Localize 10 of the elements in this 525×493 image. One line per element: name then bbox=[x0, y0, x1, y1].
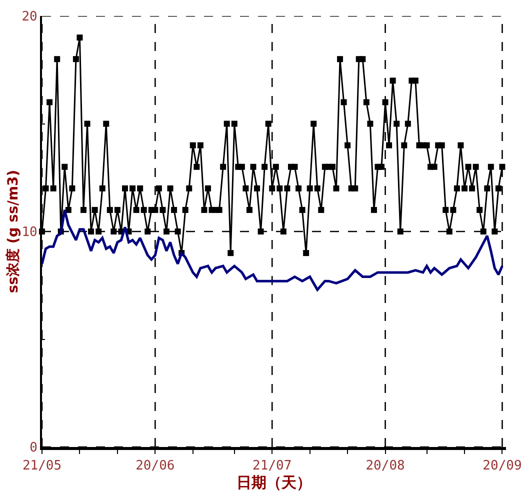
y-tick-label: 10 bbox=[22, 225, 38, 240]
x-tick-label: 20/09 bbox=[482, 458, 522, 474]
x-tick-label: 20/08 bbox=[366, 458, 405, 474]
y-axis-title: ss浓度 (g ss/m3) bbox=[4, 170, 22, 294]
y-tick-label: 0 bbox=[30, 440, 38, 456]
x-tick-label: 21/07 bbox=[252, 458, 292, 474]
x-axis-title: 日期（天） bbox=[236, 474, 312, 492]
y-tick-label: 20 bbox=[22, 10, 38, 25]
x-tick-label: 20/06 bbox=[136, 458, 175, 474]
x-tick-label: 21/05 bbox=[22, 458, 62, 474]
